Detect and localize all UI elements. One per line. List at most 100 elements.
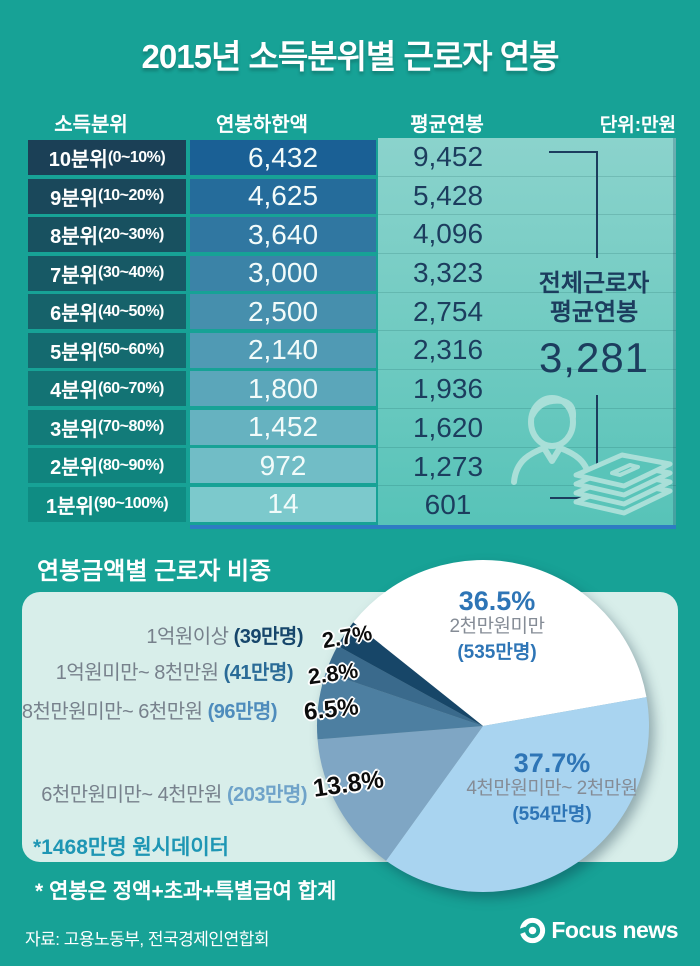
pie-legend-item: 1억원미만~ 8천만원 (41만명) [55, 656, 294, 685]
avg-salary-row: 5,428 [378, 177, 676, 216]
decile-label: 8분위 [50, 226, 99, 248]
avg-salary-value: 5,428 [412, 179, 484, 211]
decile-cell: 10분위 (0~10%) [28, 140, 186, 175]
decile-cell: 1분위 (90~100%) [28, 486, 186, 522]
pie-legend-item: 1억원이상 (39만명) [146, 620, 303, 649]
table-underline [190, 525, 676, 529]
avg-salary-value: 2,316 [412, 334, 484, 366]
min-salary-cell: 972 [190, 448, 376, 483]
decile-cell: 8분위 (20~30%) [28, 217, 186, 252]
pie-pct-callout: 6.5% [302, 693, 360, 726]
salary-definition-note: * 연봉은 정액+초과+특별급여 합계 [35, 880, 337, 903]
pie-slice [337, 622, 483, 726]
decile-range: (90~100%) [93, 495, 169, 512]
money-stack-icon [573, 452, 673, 516]
table-row: 8분위 (20~30%) 3,640 [28, 217, 376, 252]
pie-slice [317, 672, 483, 740]
min-salary-cell: 14 [190, 486, 376, 522]
pie-section-title: 연봉금액별 근로자 비중 [37, 558, 272, 585]
decile-range: (0~10%) [107, 148, 166, 166]
decile-label: 3분위 [50, 418, 99, 441]
decile-cell: 3분위 (70~80%) [28, 409, 186, 445]
decile-label: 2분위 [50, 457, 99, 479]
min-salary-cell: 1,452 [190, 409, 376, 445]
decile-cell: 4분위 (60~70%) [28, 371, 186, 406]
overall-average-label: 전체근로자 평균연봉 [512, 269, 676, 327]
table-row: 7분위 (30~40%) 3,000 [28, 255, 376, 291]
min-salary-cell: 3,640 [190, 217, 376, 252]
decile-cell: 2분위 (80~90%) [28, 448, 186, 483]
avg-salary-row: 1,273 [378, 448, 676, 487]
legend-range: 1억원미만~ 8천만원 [55, 662, 224, 684]
focus-news-logo-text: Focus news [551, 917, 678, 943]
decile-cell: 9분위 (10~20%) [28, 178, 186, 214]
pie-slice-label: 36.5% 2천만원미만 (535만명) [407, 588, 587, 666]
table-row: 1분위 (90~100%) 14 [28, 486, 376, 522]
avg-salary-value: 1,273 [412, 450, 484, 482]
pie-slice [325, 645, 483, 726]
decile-label: 4분위 [50, 380, 99, 402]
min-salary-cell: 6,432 [190, 140, 376, 175]
slice-name: 2천만원미만 [449, 616, 545, 637]
avg-salary-row: 1,620 [378, 409, 676, 448]
min-salary-cell: 2,500 [190, 294, 376, 329]
avg-salary-value: 1,936 [412, 373, 484, 405]
slice-count: (554만명) [512, 804, 592, 825]
avg-salary-value: 2,754 [412, 295, 484, 327]
avg-salary-row: 9,452 [378, 138, 676, 177]
overall-average-label-line2: 평균연봉 [549, 299, 639, 326]
table-row: 6분위 (40~50%) 2,500 [28, 294, 376, 329]
decile-range: (70~80%) [98, 418, 164, 435]
decile-label: 1분위 [45, 495, 94, 518]
table-row: 10분위 (0~10%) 6,432 [28, 140, 376, 175]
decile-cell: 5분위 (50~60%) [28, 332, 186, 368]
avg-salary-row: 2,754 [378, 293, 676, 332]
min-salary-cell: 2,140 [190, 332, 376, 368]
pie-slice-label: 37.7% 4천만원미만~ 2천만원 (554만명) [432, 750, 672, 828]
decile-range: (60~70%) [98, 379, 164, 397]
legend-count: (203만명) [227, 784, 308, 806]
pie-legend-item: 8천만원미만~ 6천만원 (96만명) [22, 695, 278, 724]
avg-salary-value: 1,620 [412, 411, 484, 443]
pie-chart [317, 560, 649, 892]
decile-cell: 6분위 (40~50%) [28, 294, 186, 329]
column-header-decile: 소득분위 [54, 114, 128, 136]
overall-average-value: 3,281 [538, 334, 650, 381]
pie-slice [353, 560, 647, 726]
min-salary-cell: 1,800 [190, 371, 376, 406]
avg-salary-row: 2,316 [378, 331, 676, 371]
focus-news-logo: Focus news [519, 917, 678, 944]
overall-average-label-line1: 전체근로자 [538, 270, 650, 297]
pie-slice [317, 726, 483, 861]
table-row: 4분위 (60~70%) 1,800 [28, 371, 376, 406]
decile-label: 5분위 [50, 341, 99, 364]
avg-salary-value: 601 [424, 489, 472, 521]
table-row: 2분위 (80~90%) 972 [28, 448, 376, 483]
table-row: 9분위 (10~20%) 4,625 [28, 178, 376, 214]
source-credit: 자료: 고용노동부, 전국경제인연합회 [25, 930, 270, 949]
decile-label: 10분위 [48, 149, 108, 171]
avg-salary-value: 3,323 [412, 257, 484, 289]
decile-table: 10분위 (0~10%) 6,432 9분위 (10~20%) 4,625 8분위 (20~3… [28, 140, 376, 525]
legend-count: (39만명) [233, 626, 304, 648]
avg-salary-row: 601 [378, 486, 676, 525]
legend-range: 1억원이상 [146, 626, 234, 648]
legend-count: (96만명) [207, 701, 278, 723]
raw-data-note: *1468만명 원시데이터 [33, 836, 229, 859]
avg-salary-row: 3,323 [378, 254, 676, 293]
page-title: 2015년 소득분위별 근로자 연봉 [141, 38, 560, 75]
legend-range: 6천만원미만~ 4천만원 [41, 784, 227, 806]
decile-range: (10~20%) [98, 187, 164, 204]
avg-salary-row: 4,096 [378, 215, 676, 255]
min-salary-cell: 3,000 [190, 255, 376, 291]
avg-salary-value: 9,452 [412, 141, 484, 172]
decile-range: (80~90%) [98, 456, 164, 474]
decile-label: 7분위 [50, 264, 99, 287]
focus-news-swirl-icon [519, 917, 546, 944]
legend-count: (41만명) [223, 662, 294, 684]
slice-count: (535만명) [457, 642, 537, 663]
column-header-min-salary: 연봉하한액 [216, 114, 308, 136]
slice-name: 4천만원미만~ 2천만원 [466, 778, 638, 799]
worker-icon [511, 395, 593, 485]
column-header-avg-salary: 평균연봉 [410, 114, 484, 136]
